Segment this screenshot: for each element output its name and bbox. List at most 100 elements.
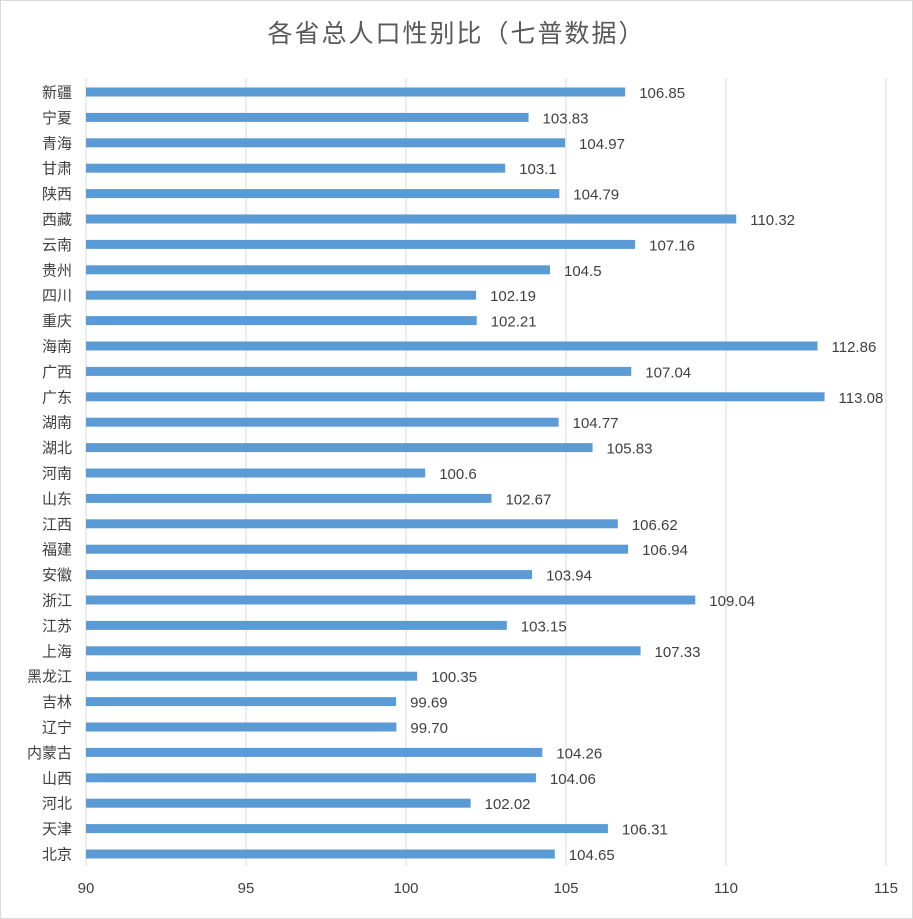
- category-label: 贵州: [42, 261, 72, 279]
- bar: [86, 341, 818, 351]
- data-label: 104.26: [556, 745, 602, 762]
- bar: [86, 214, 737, 224]
- category-label: 宁夏: [42, 109, 72, 127]
- bar: [86, 747, 543, 757]
- bar: [86, 671, 418, 681]
- data-label: 104.65: [569, 847, 615, 864]
- category-label: 云南: [42, 236, 72, 254]
- category-label: 黑龙江: [27, 668, 72, 686]
- bar: [86, 163, 506, 173]
- bar: [86, 646, 641, 656]
- x-tick-label: 95: [238, 880, 255, 897]
- data-label: 100.35: [431, 669, 477, 686]
- data-label: 104.06: [550, 771, 596, 788]
- category-label: 吉林: [42, 693, 72, 711]
- category-label: 广西: [42, 363, 72, 381]
- data-label: 106.62: [632, 517, 678, 534]
- category-label: 内蒙古: [27, 744, 72, 762]
- bar: [86, 290, 477, 300]
- data-label: 102.21: [491, 314, 537, 331]
- data-label: 106.85: [639, 85, 685, 102]
- category-label: 江苏: [42, 617, 72, 635]
- bar: [86, 773, 536, 783]
- bar: [86, 697, 397, 707]
- bar: [86, 468, 426, 478]
- bar: [86, 595, 696, 605]
- data-label: 102.19: [490, 288, 536, 305]
- bar: [86, 722, 397, 732]
- bar: [86, 138, 566, 148]
- data-label: 107.04: [645, 364, 691, 381]
- data-label: 104.97: [579, 136, 625, 153]
- category-label: 辽宁: [42, 719, 72, 737]
- category-label: 安徽: [42, 566, 72, 584]
- category-label: 青海: [42, 134, 72, 152]
- category-label: 重庆: [42, 312, 72, 330]
- data-label: 99.70: [410, 720, 448, 737]
- category-label: 天津: [42, 820, 72, 838]
- category-label: 福建: [42, 541, 72, 559]
- bar: [86, 519, 618, 529]
- data-label: 102.02: [485, 796, 531, 813]
- data-label: 113.08: [839, 390, 884, 407]
- data-label: 106.31: [622, 822, 668, 839]
- data-label: 107.33: [655, 644, 701, 661]
- category-label: 新疆: [42, 84, 72, 102]
- bar: [86, 316, 477, 326]
- data-label: 102.67: [505, 491, 551, 508]
- bar: [86, 443, 593, 453]
- data-label: 103.83: [543, 110, 589, 127]
- category-label: 海南: [42, 338, 72, 356]
- bar: [86, 239, 636, 249]
- bar: [86, 849, 555, 859]
- bar: [86, 189, 560, 199]
- category-label: 广东: [42, 388, 72, 406]
- category-label: 四川: [42, 287, 72, 305]
- bar: [86, 620, 507, 630]
- category-label: 湖北: [42, 439, 72, 457]
- bar: [86, 87, 626, 97]
- data-label: 100.6: [439, 466, 477, 483]
- bar: [86, 112, 529, 122]
- category-label: 河南: [42, 465, 72, 483]
- data-label: 105.83: [607, 441, 653, 458]
- bar: [86, 265, 550, 275]
- x-tick-label: 105: [553, 880, 578, 897]
- category-label: 江西: [42, 515, 72, 533]
- data-label: 104.77: [573, 415, 619, 432]
- bar: [86, 544, 629, 554]
- category-label: 陕西: [42, 185, 72, 203]
- bar: [86, 366, 632, 376]
- data-label: 103.15: [521, 618, 567, 635]
- category-label: 山东: [42, 490, 72, 508]
- data-label: 99.69: [410, 695, 448, 712]
- category-label: 北京: [42, 846, 72, 864]
- category-label: 山西: [42, 769, 72, 787]
- data-label: 104.79: [573, 187, 619, 204]
- data-label: 103.1: [519, 161, 557, 178]
- data-label: 107.16: [649, 237, 695, 254]
- category-label: 西藏: [42, 211, 72, 229]
- x-tick-label: 100: [393, 880, 418, 897]
- data-label: 106.94: [642, 542, 688, 559]
- bar: [86, 392, 825, 402]
- category-label: 浙江: [42, 592, 72, 610]
- data-label: 103.94: [546, 568, 592, 585]
- category-label: 湖南: [42, 414, 72, 432]
- bar: [86, 824, 608, 834]
- category-label: 河北: [42, 795, 72, 813]
- x-tick-label: 110: [714, 880, 738, 897]
- bar: [86, 798, 471, 808]
- category-label: 甘肃: [42, 160, 72, 178]
- category-label: 上海: [42, 642, 72, 660]
- data-label: 110.32: [750, 212, 795, 229]
- bar: [86, 417, 559, 427]
- bar: [86, 570, 533, 580]
- bar: [86, 493, 492, 503]
- data-label: 104.5: [564, 263, 602, 280]
- chart-title: 各省总人口性别比（七普数据）: [267, 19, 646, 48]
- data-label: 109.04: [709, 593, 755, 610]
- x-tick-label: 115: [874, 880, 898, 897]
- x-tick-label: 90: [78, 880, 95, 897]
